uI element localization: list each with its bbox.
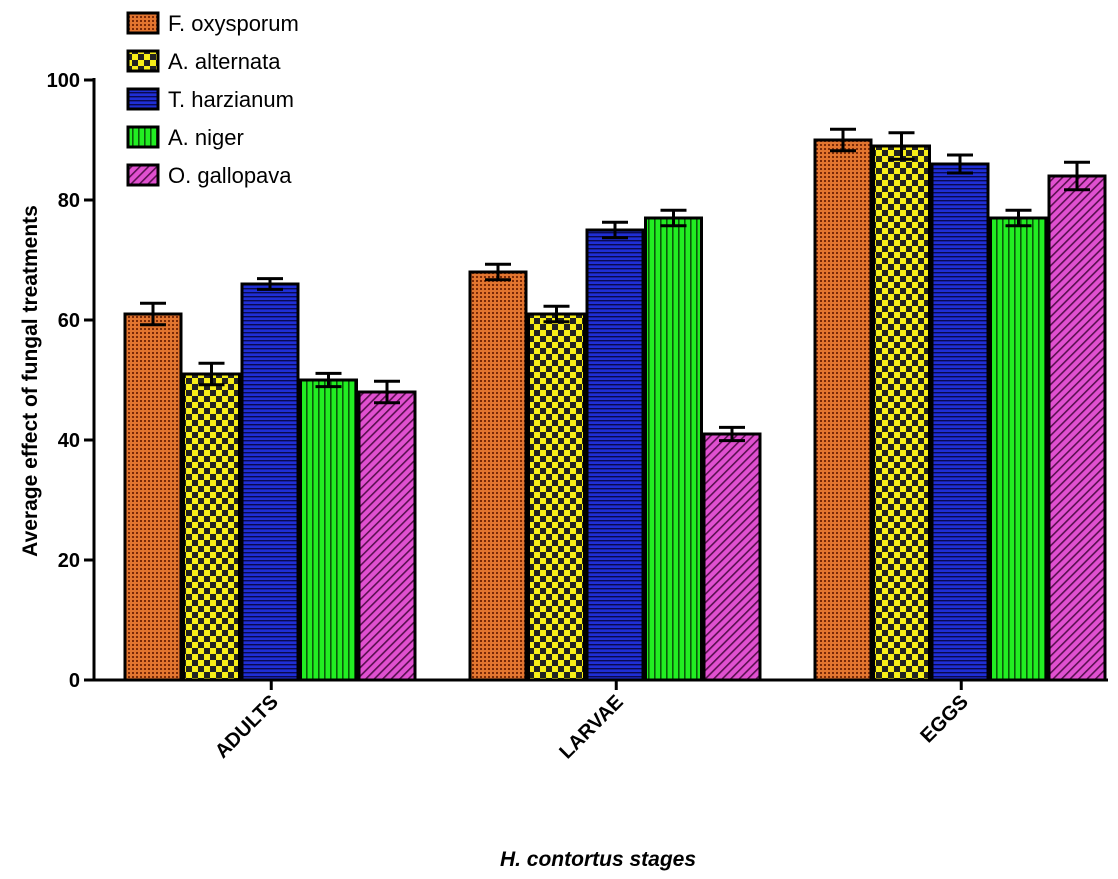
legend: F. oxysporum A. alternata T. harzianum A. n… — [126, 11, 299, 188]
y-axis-label: Average effect of fungal treatments — [19, 205, 42, 557]
legend-label-1: A. alternata — [168, 49, 281, 74]
bar-eggs-4 — [1047, 174, 1107, 682]
error-bar-adults-4 — [374, 379, 400, 405]
legend-label-0: F. oxysporum — [168, 11, 299, 36]
error-bars — [140, 127, 1090, 443]
error-bar-adults-0 — [140, 301, 166, 327]
legend-swatch-2 — [126, 87, 160, 111]
legend-label-2: T. harzianum — [168, 87, 294, 112]
legend-swatch-4 — [126, 163, 160, 187]
x-category-label-adults: ADULTS — [211, 691, 283, 763]
error-bar-eggs-1 — [888, 131, 915, 161]
bar-adults-1 — [182, 372, 241, 682]
y-tick-label: 60 — [58, 310, 80, 332]
bar-eggs-2 — [930, 162, 990, 682]
error-bar-eggs-2 — [947, 153, 973, 175]
legend-swatch-3 — [126, 125, 160, 149]
axes — [92, 78, 1108, 682]
legend-swatch-0 — [126, 11, 160, 35]
error-bar-larvae-3 — [660, 208, 687, 228]
error-bar-adults-1 — [198, 361, 225, 387]
bar-larvae-3 — [644, 216, 703, 682]
bar-eggs-0 — [813, 138, 873, 682]
bar-adults-4 — [357, 390, 417, 682]
y-tick-label: 80 — [58, 190, 80, 212]
y-tick-label: 40 — [58, 430, 80, 452]
bar-larvae-4 — [702, 432, 762, 682]
error-bar-larvae-4 — [719, 425, 745, 443]
y-tick-label: 20 — [58, 550, 80, 572]
legend-label-3: A. niger — [168, 125, 244, 150]
error-bar-eggs-0 — [830, 127, 856, 153]
error-bar-adults-3 — [315, 371, 342, 389]
bar-eggs-3 — [989, 216, 1048, 682]
error-bar-larvae-0 — [485, 262, 511, 282]
bar-eggs-1 — [872, 144, 931, 682]
x-category-label-eggs: EGGS — [916, 691, 972, 747]
bar-larvae-1 — [527, 312, 586, 682]
error-bar-eggs-3 — [1005, 208, 1032, 228]
bar-adults-2 — [240, 282, 300, 682]
legend-swatch-1 — [126, 49, 160, 73]
bar-adults-0 — [123, 312, 183, 682]
x-category-labels: ADULTS LARVAE EGGS — [211, 680, 973, 763]
bar-larvae-2 — [585, 228, 645, 682]
error-bar-larvae-2 — [602, 220, 628, 240]
y-tick-label: 0 — [69, 670, 80, 692]
y-ticks: 0 20 40 60 80 100 — [47, 70, 94, 692]
y-tick-label: 100 — [47, 70, 80, 92]
error-bar-eggs-4 — [1064, 160, 1090, 192]
bar-adults-3 — [299, 378, 358, 682]
legend-label-4: O. gallopava — [168, 163, 292, 188]
x-axis-label: H. contortus stages — [500, 848, 696, 871]
x-category-label-larvae: LARVAE — [555, 691, 627, 763]
error-bar-adults-2 — [257, 277, 283, 291]
bar-larvae-0 — [468, 270, 528, 682]
error-bar-larvae-1 — [543, 304, 570, 324]
